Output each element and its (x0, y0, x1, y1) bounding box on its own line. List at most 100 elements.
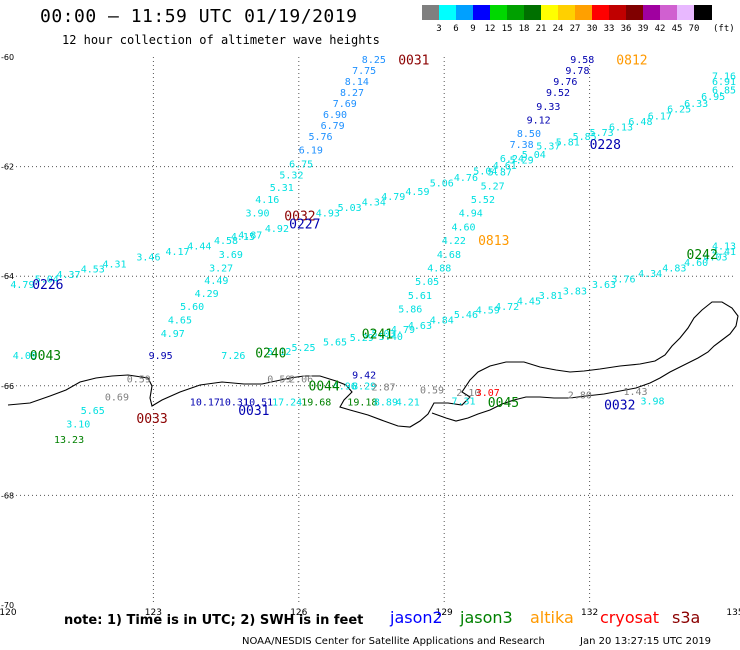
wave-height-value: 5.81 (556, 137, 580, 148)
track-time-label: 0812 (616, 53, 647, 68)
legend-label: 27 (569, 24, 581, 34)
wave-height-value: 4.94 (459, 209, 483, 220)
track-time-label: 0031 (398, 53, 429, 68)
legend-label: 18 (518, 24, 530, 34)
legend-label: 39 (637, 24, 649, 34)
wave-height-value: 2.06 (289, 375, 313, 386)
track-time-label: 0043 (30, 349, 61, 364)
wave-height-value: 4.60 (452, 222, 476, 233)
wave-height-value: 4.59 (405, 187, 429, 198)
wave-height-value: 3.63 (592, 280, 616, 291)
legend-swatch (660, 5, 678, 20)
wave-height-value: 4.37 (57, 270, 81, 281)
wave-height-value: 7.26 (221, 351, 245, 362)
wave-height-value: 5.40 (379, 332, 403, 343)
wave-height-value: 5.25 (292, 343, 316, 354)
wave-height-value: 6.75 (289, 159, 313, 170)
lat-tick-label: -60 (1, 53, 14, 62)
wave-height-value: 5.03 (372, 329, 396, 340)
wave-height-value: 3.46 (136, 253, 160, 264)
wave-height-value: 5.04 (35, 274, 59, 285)
wave-height-value: 7.69 (333, 99, 357, 110)
legend-label: 33 (603, 24, 615, 34)
wave-height-value: 3.10 (66, 420, 90, 431)
wave-height-value: 8.27 (340, 88, 364, 99)
wave-height-value: 9.58 (570, 55, 594, 66)
wave-height-value: 5.32 (279, 170, 303, 181)
legend-swatch (592, 5, 610, 20)
wave-height-value: 4.34 (362, 198, 386, 209)
wave-height-value: 4.76 (454, 173, 478, 184)
legend-swatch (558, 5, 576, 20)
track-time-label: 0226 (32, 278, 63, 293)
wave-height-value: 3.81 (539, 291, 563, 302)
wave-height-value: 3.07 (476, 388, 500, 399)
wave-height-value: 6.25 (667, 105, 691, 116)
wave-height-value: 3.98 (641, 397, 665, 408)
wave-height-value: 5.27 (481, 181, 505, 192)
wave-height-value: 5.05 (415, 277, 439, 288)
lat-tick-label: -66 (1, 382, 14, 391)
wave-height-value: 4.79 (381, 192, 405, 203)
legend-swatch (439, 5, 457, 20)
legend-swatch (524, 5, 542, 20)
wave-height-value: 5.87 (488, 168, 512, 179)
wave-height-value: 4.93 (316, 209, 340, 220)
wave-height-value: 8.25 (362, 55, 386, 66)
wave-height-value: 8.89 (374, 398, 398, 409)
wave-height-value: 5.29 (350, 333, 374, 344)
wave-height-value: 0.59 (127, 375, 151, 386)
map-grid (8, 57, 735, 605)
color-legend: 3 6 9 12 15 18 21 24 27 30 33 36 39 42 45 70 (ft) (422, 5, 735, 39)
legend-swatch (456, 5, 474, 20)
legend-swatch (490, 5, 508, 20)
satellite-jason3: jason3 (460, 608, 513, 627)
legend-label: 6 (453, 24, 459, 34)
lat-tick-label: -62 (1, 163, 14, 172)
wave-height-value: 7.38 (510, 140, 534, 151)
wave-height-value: 9.52 (546, 88, 570, 99)
wave-height-value: 0.69 (105, 392, 129, 403)
wave-height-value: 6.91 (712, 77, 736, 88)
map-frame (8, 57, 735, 605)
wave-height-value: 5.65 (323, 338, 347, 349)
coastline (7, 301, 739, 428)
wave-height-value: 9.95 (149, 351, 173, 362)
wave-height-value: 19.68 (301, 398, 331, 409)
wave-height-value: 4.79 (10, 280, 34, 291)
axis-tick-labels: 120 123 126 129 132 135 -60 -62 -64 -66 -68 -70 (0, 53, 740, 618)
wave-height-value: 7.16 (712, 72, 736, 83)
legend-label: 70 (688, 24, 700, 34)
wave-height-value: 5.76 (309, 132, 333, 143)
page-title: 00:00 – 11:59 UTC 01/19/2019 (40, 6, 358, 27)
wave-height-value: 5.85 (573, 132, 597, 143)
wave-height-value: 4.68 (437, 250, 461, 261)
wave-height-value: 5.60 (180, 302, 204, 313)
lon-tick-label: 126 (290, 608, 307, 618)
wave-height-value: 4.44 (187, 242, 211, 253)
wave-height-value: 4.60 (684, 258, 708, 269)
wave-height-value: 5.06 (430, 179, 454, 190)
wave-height-value: 5.04 (522, 150, 546, 161)
wave-height-value: 4.59 (476, 306, 500, 317)
wave-height-value: 4.87 (238, 231, 262, 242)
wave-height-value: 4.53 (81, 265, 105, 276)
wave-height-value: 5.29 (510, 156, 534, 167)
wave-height-value: 4.41 (712, 247, 736, 258)
wave-height-value: 5.73 (590, 128, 614, 139)
track-time-label: 0240 (255, 347, 286, 362)
track-time-label: 0228 (590, 138, 621, 153)
wave-height-value: 17.24 (272, 398, 302, 409)
lon-tick-label: 120 (0, 608, 17, 618)
footer-timestamp: Jan 20 13:27:15 UTC 2019 (580, 636, 712, 647)
wave-height-value: 4.49 (204, 276, 228, 287)
wave-height-value: 9.76 (553, 77, 577, 88)
wave-height-value: 4.31 (103, 260, 127, 271)
track-time-label: 0227 (289, 218, 320, 233)
lon-tick-label: 129 (436, 608, 453, 618)
legend-swatch (575, 5, 593, 20)
wave-height-value: 5.03 (338, 203, 362, 214)
legend-unit: (ft) (713, 24, 735, 34)
footer: note: 1) Time is in UTC; 2) SWH is in fe… (64, 608, 740, 650)
wave-height-value: 4.29 (195, 289, 219, 300)
